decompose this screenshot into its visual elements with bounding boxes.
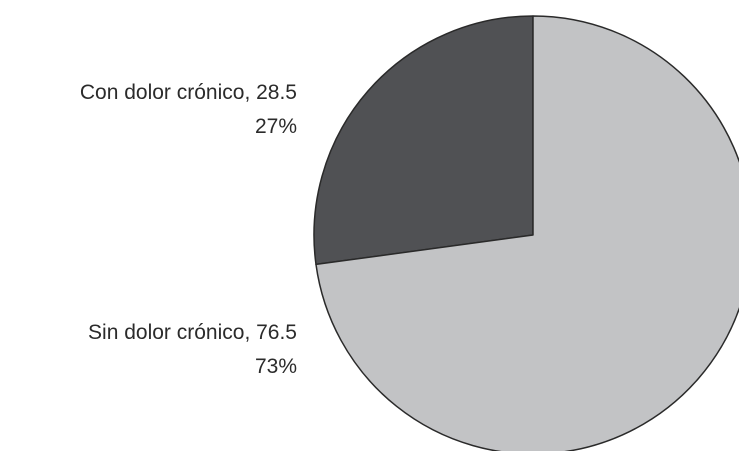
label-con-dolor-cronico: Con dolor crónico, 28.5 xyxy=(80,81,297,104)
label-con-dolor-cronico-percent: 27% xyxy=(255,115,297,138)
pie-slices xyxy=(313,15,739,451)
pie-slice-sin-dolor-cronico xyxy=(315,15,739,451)
pie-slice-con-dolor-cronico xyxy=(313,15,534,266)
label-sin-dolor-cronico-percent: 73% xyxy=(255,355,297,378)
label-sin-dolor-cronico: Sin dolor crónico, 76.5 xyxy=(88,321,297,344)
